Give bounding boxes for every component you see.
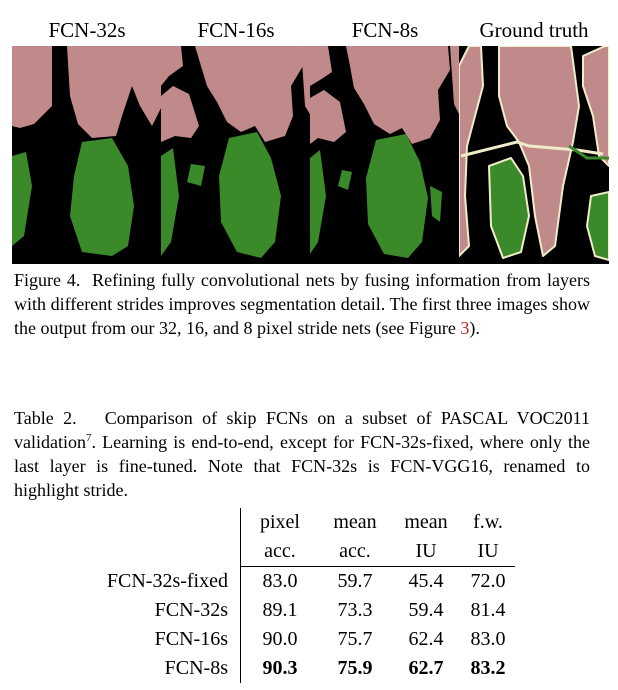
- table-row: FCN-32s-fixed 83.0 59.7 45.4 72.0: [36, 566, 515, 596]
- footnote-marker[interactable]: 7: [85, 432, 92, 444]
- cell-value: 59.7: [337, 570, 373, 592]
- cell-value: 59.4: [408, 599, 444, 621]
- table-caption-label: Table 2.: [14, 408, 77, 428]
- cell-value: 83.0: [470, 628, 506, 650]
- table-row: FCN-32s 89.1 73.3 59.4 81.4: [36, 596, 515, 625]
- figure-reference-link[interactable]: 3: [460, 318, 470, 338]
- header-acc-2: acc.: [319, 537, 391, 567]
- table-header-row-bottom: acc. acc. IU IU: [36, 537, 515, 567]
- table-caption: Table 2. Comparison of skip FCNs on a su…: [14, 406, 590, 502]
- table-row: FCN-16s 90.0 75.7 62.4 83.0: [36, 625, 515, 654]
- cell-value-best: 90.3: [262, 657, 298, 679]
- header-fw: f.w.: [473, 511, 503, 533]
- segmentation-image-fcn8s: [310, 46, 460, 264]
- header-pixel: pixel: [260, 511, 300, 533]
- cell-value: 75.7: [337, 628, 373, 650]
- row-label: FCN-8s: [36, 654, 241, 683]
- segmentation-image-ground-truth: [459, 46, 609, 264]
- cell-value: 45.4: [408, 570, 444, 592]
- cell-value-best: 62.7: [408, 657, 444, 679]
- figure-caption-label: Figure 4.: [14, 270, 81, 290]
- row-label: FCN-16s: [36, 625, 241, 654]
- figure-caption-text: Refining fully convolutional nets by fus…: [14, 270, 591, 338]
- header-iu-1: IU: [391, 537, 461, 567]
- table-caption-text-1: Comparison of skip FCNs on a subset of P…: [14, 408, 590, 452]
- cell-value: 62.4: [408, 628, 444, 650]
- header-mean-2: mean: [404, 511, 448, 533]
- segmentation-image-fcn16s: [161, 46, 311, 264]
- row-label: FCN-32s: [36, 596, 241, 625]
- cell-value: 83.0: [262, 570, 298, 592]
- figure-caption-end: ).: [469, 318, 480, 338]
- cell-value: 90.0: [262, 628, 298, 650]
- segmentation-image-fcn32s: [12, 46, 162, 264]
- cell-value: 89.1: [262, 599, 298, 621]
- figure-caption: Figure 4. Refining fully convolutional n…: [14, 268, 590, 340]
- cell-value: 81.4: [470, 599, 506, 621]
- panel-title-fcn16s: FCN-16s: [197, 18, 275, 42]
- panel-title-fcn8s: FCN-8s: [351, 18, 419, 42]
- results-table: pixel mean mean f.w. acc. acc. IU IU FCN…: [36, 508, 515, 683]
- cell-value-best: 75.9: [337, 657, 373, 679]
- table-caption-text-2: . Learning is end-to-end, except for FCN…: [14, 432, 590, 500]
- cell-value-best: 83.2: [470, 657, 506, 679]
- header-acc-1: acc.: [240, 537, 319, 567]
- table-row-best: FCN-8s 90.3 75.9 62.7 83.2: [36, 654, 515, 683]
- panel-title-ground-truth: Ground truth: [479, 18, 589, 42]
- header-mean-1: mean: [333, 511, 377, 533]
- table-header-row-top: pixel mean mean f.w.: [36, 508, 515, 537]
- panel-title-fcn32s: FCN-32s: [48, 18, 126, 42]
- header-iu-2: IU: [461, 537, 515, 567]
- cell-value: 72.0: [470, 570, 506, 592]
- cell-value: 73.3: [337, 599, 373, 621]
- row-label: FCN-32s-fixed: [36, 566, 241, 596]
